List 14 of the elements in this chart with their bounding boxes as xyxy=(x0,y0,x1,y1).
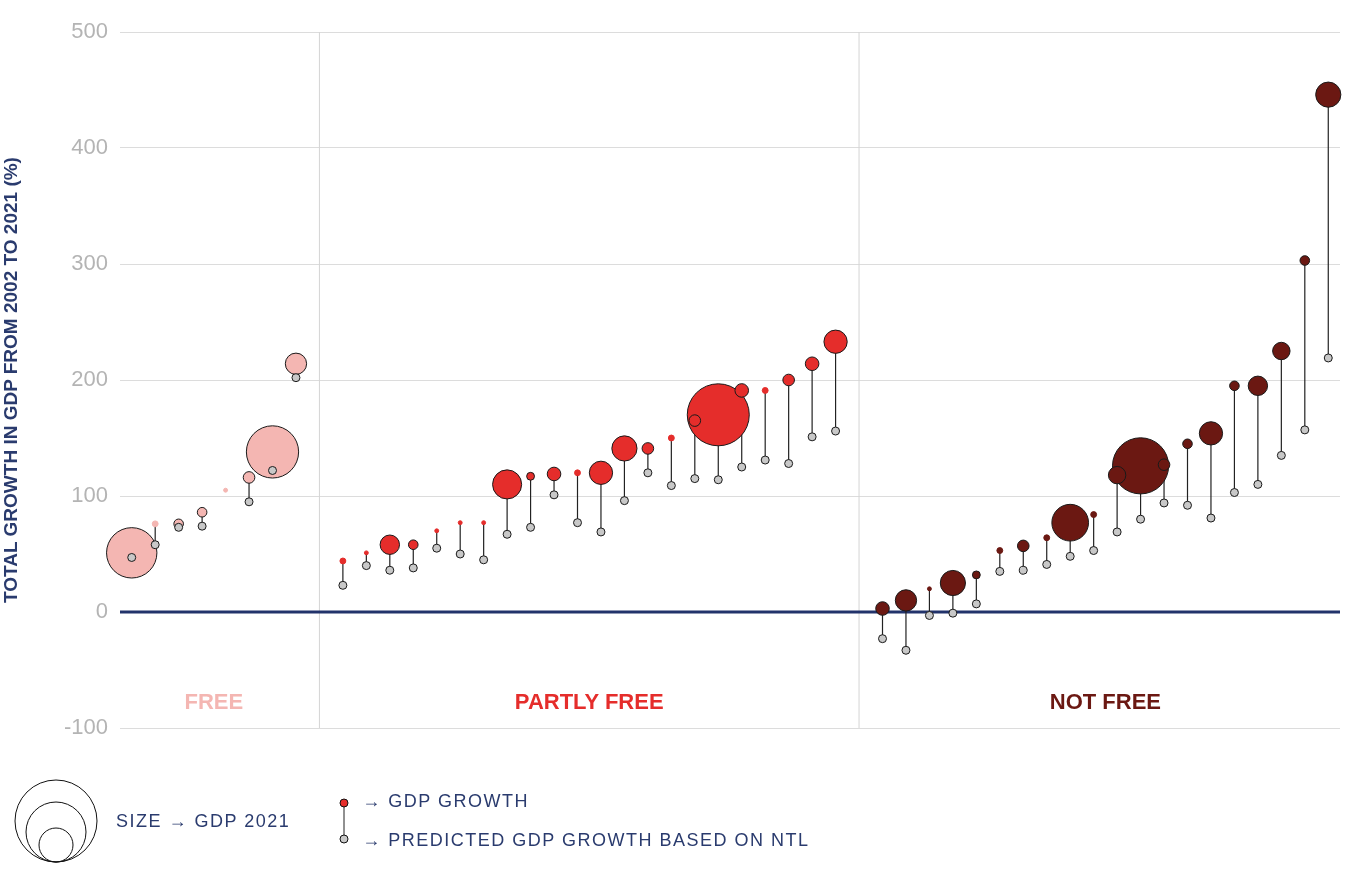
text: FREE xyxy=(184,689,244,715)
y-tick-label: 400 xyxy=(71,134,108,160)
y-tick-label: 500 xyxy=(71,18,108,44)
y-tick-label: 300 xyxy=(71,250,108,276)
y-axis-title: TOTAL GROWTH IN GDP FROM 2002 TO 2021 (%) xyxy=(0,157,21,603)
text: SIZE → GDP 2021 xyxy=(116,810,291,832)
y-tick-label: -100 xyxy=(63,714,108,740)
y-tick-label: 100 xyxy=(71,482,108,508)
text: → PREDICTED GDP GROWTH BASED ON NTL xyxy=(362,830,810,851)
text: → GDP GROWTH xyxy=(362,791,530,812)
text: NOT FREE xyxy=(1049,689,1161,715)
text: PARTLY FREE xyxy=(514,689,664,715)
y-tick-label: 0 xyxy=(95,598,108,624)
y-tick-label: 200 xyxy=(71,366,108,392)
